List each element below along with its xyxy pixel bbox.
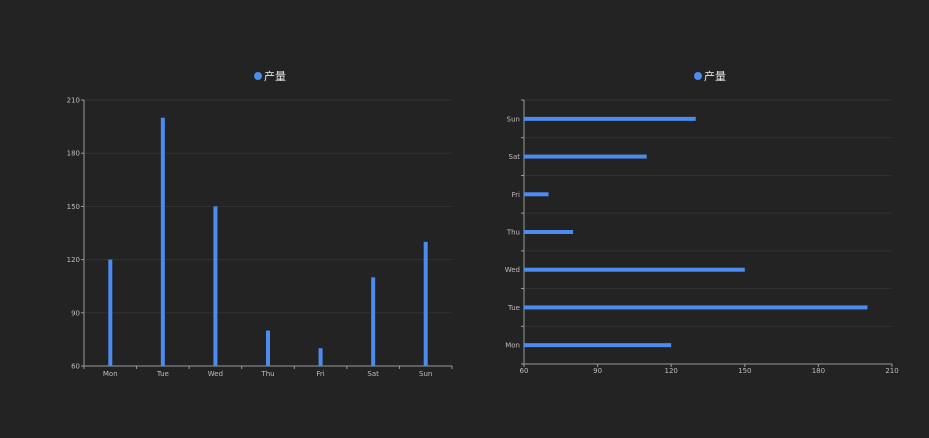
x-tick-label: Tue	[156, 370, 169, 378]
y-tick-label: Sat	[509, 153, 521, 161]
x-tick-label: 60	[520, 367, 529, 375]
bar	[524, 154, 647, 159]
bar	[524, 192, 549, 197]
bar	[160, 117, 165, 366]
y-tick-label: 180	[67, 150, 80, 158]
legend[interactable]: 产量	[694, 69, 726, 83]
x-tick-label: 180	[812, 367, 825, 375]
legend-marker-icon	[254, 72, 262, 80]
vertical-bar-chart: 产量 60 90 120 150 180 210 Mon Tue Wed Thu Fri Sat Sun	[67, 69, 453, 379]
y-tick-label: 60	[71, 363, 80, 371]
y-tick-label: Tue	[507, 304, 520, 312]
y-tick-label: 150	[67, 203, 80, 211]
bar	[371, 277, 376, 366]
x-tick-label: Mon	[103, 370, 118, 378]
y-tick-label: Sun	[507, 115, 520, 123]
x-tick-label: 150	[738, 367, 751, 375]
bar	[524, 267, 745, 272]
y-tick-label: 210	[67, 97, 80, 105]
x-tick-label: 120	[665, 367, 678, 375]
tick-labels: 60 90 120 150 180 210 Mon Tue Wed Thu Fri Sat Sun	[67, 97, 433, 379]
x-tick-label: Fri	[316, 370, 324, 378]
y-tick-label: 90	[71, 309, 80, 317]
x-tick-label: 210	[885, 367, 898, 375]
bars	[108, 117, 428, 366]
bar	[318, 348, 323, 366]
y-tick-label: 120	[67, 256, 80, 264]
x-tick-label: 90	[593, 367, 602, 375]
legend[interactable]: 产量	[254, 69, 286, 83]
y-tick-label: Thu	[506, 229, 520, 237]
x-tick-label: Sat	[367, 370, 379, 378]
x-tick-label: Wed	[208, 370, 223, 378]
bar	[213, 206, 218, 366]
bar	[524, 343, 672, 348]
y-tick-label: Fri	[512, 191, 520, 199]
legend-label: 产量	[264, 69, 286, 83]
horizontal-bar-chart: 产量 60 90 120 150 180 210 Mon Tue Wed Thu Fri Sat Sun	[505, 69, 899, 375]
bar	[423, 241, 428, 366]
bar	[524, 230, 574, 234]
axes	[81, 99, 453, 369]
bar	[524, 116, 696, 121]
legend-label: 产量	[704, 69, 726, 83]
axes	[521, 99, 893, 367]
x-tick-label: Sun	[419, 370, 432, 378]
legend-marker-icon	[694, 72, 702, 80]
bar	[266, 330, 270, 366]
x-tick-label: Thu	[260, 370, 274, 378]
y-tick-label: Wed	[505, 266, 520, 274]
bars	[524, 116, 868, 348]
bar	[108, 259, 113, 366]
grid-lines	[84, 99, 452, 314]
y-tick-label: Mon	[505, 342, 520, 350]
tick-labels: 60 90 120 150 180 210 Mon Tue Wed Thu Fri Sat Sun	[505, 115, 899, 375]
bar	[524, 305, 868, 310]
grid-lines	[524, 99, 892, 327]
